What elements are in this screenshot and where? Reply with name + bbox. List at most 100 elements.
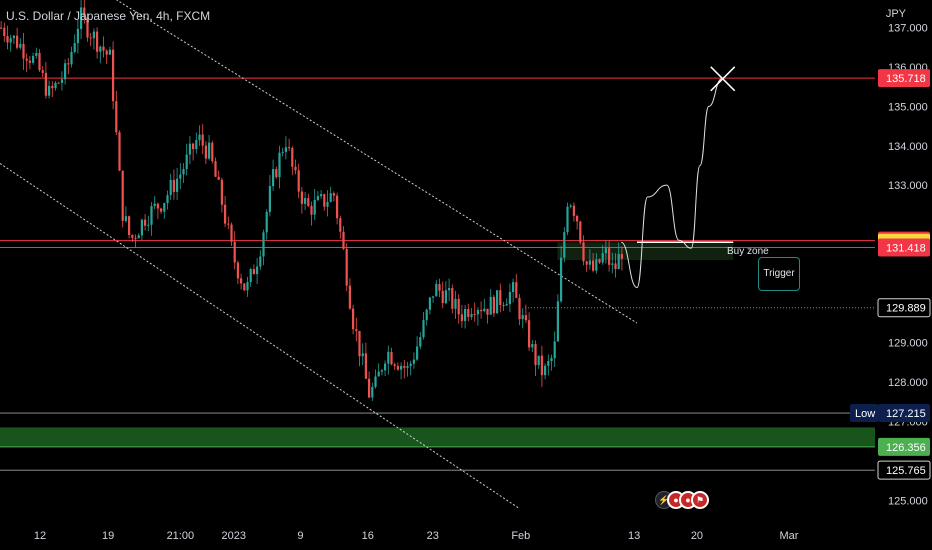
- candle-body: [364, 353, 367, 379]
- candle-body: [521, 315, 524, 320]
- candle-body: [393, 364, 396, 367]
- candle-body: [6, 36, 9, 43]
- candle-body: [28, 60, 31, 63]
- candle: [140, 218, 143, 241]
- candle: [179, 163, 182, 190]
- candle-body: [163, 203, 166, 212]
- candle-body: [41, 70, 44, 73]
- candle: [230, 222, 233, 246]
- candle-body: [304, 198, 307, 204]
- candle: [515, 273, 518, 299]
- candle: [358, 330, 361, 367]
- price-axis: [876, 0, 932, 550]
- candle-body: [400, 366, 403, 370]
- candle: [249, 267, 252, 287]
- candle-body: [348, 285, 351, 309]
- candle: [377, 363, 380, 377]
- candle: [51, 81, 54, 98]
- candle-body: [435, 283, 438, 297]
- candle-body: [89, 37, 92, 39]
- y-tick-label: 128.000: [888, 377, 928, 389]
- x-tick-label: 9: [297, 530, 303, 542]
- candle-body: [0, 27, 3, 29]
- candle: [502, 302, 505, 312]
- candle-body: [512, 282, 515, 292]
- candle-body: [83, 7, 86, 18]
- candle: [403, 359, 406, 379]
- candle: [531, 339, 534, 352]
- candle-body: [192, 143, 195, 150]
- candle-body: [316, 196, 319, 200]
- price-label: 125.765: [877, 460, 931, 480]
- candle-body: [208, 142, 211, 159]
- candle: [518, 294, 521, 326]
- trigger-label-box[interactable]: Trigger: [758, 257, 800, 291]
- candle: [16, 27, 19, 50]
- candle-body: [19, 43, 22, 48]
- candle-body: [368, 378, 371, 398]
- price-label-text: 127.215: [886, 408, 926, 420]
- candle-body: [12, 35, 15, 39]
- candle: [342, 225, 345, 251]
- candle: [9, 34, 12, 52]
- candle: [432, 296, 435, 303]
- candle: [57, 81, 60, 84]
- candle: [265, 209, 268, 240]
- candle-body: [572, 205, 575, 216]
- x-tick-label: Feb: [511, 530, 530, 542]
- candle-body: [185, 154, 188, 170]
- candle-body: [355, 329, 358, 331]
- candle-body: [259, 256, 262, 267]
- candle: [396, 362, 399, 371]
- candle: [464, 304, 467, 329]
- candle: [121, 170, 124, 228]
- candle: [435, 280, 438, 297]
- candle: [137, 233, 140, 239]
- candle-body: [51, 85, 54, 89]
- candle-body: [371, 386, 374, 398]
- candle: [400, 362, 403, 380]
- candle: [131, 234, 134, 243]
- candle: [524, 304, 527, 323]
- candle-body: [182, 169, 185, 175]
- candle-body: [153, 203, 156, 207]
- candle: [272, 159, 275, 191]
- candle-body: [377, 371, 380, 377]
- candle: [512, 278, 515, 303]
- candle-body: [547, 361, 550, 366]
- candle: [153, 196, 156, 210]
- candle: [294, 159, 297, 175]
- candle: [240, 273, 243, 290]
- candle: [374, 369, 377, 389]
- candle: [112, 41, 115, 110]
- candle: [105, 49, 108, 65]
- candle-body: [249, 269, 252, 283]
- flag-icon[interactable]: ⚑: [691, 491, 709, 509]
- candle: [569, 203, 572, 209]
- candle: [124, 206, 127, 223]
- candle: [579, 220, 582, 245]
- candle-body: [620, 253, 623, 259]
- candle-body: [486, 308, 489, 315]
- candle: [224, 196, 227, 228]
- target-marker: [710, 66, 736, 92]
- candle-body: [425, 309, 428, 321]
- candle: [83, 0, 86, 24]
- candle: [60, 71, 63, 91]
- candle: [176, 167, 179, 200]
- candle: [160, 207, 163, 214]
- candle-body: [44, 72, 47, 96]
- candle: [3, 22, 6, 42]
- candle-body: [457, 298, 460, 315]
- candle: [563, 226, 566, 263]
- candle: [64, 59, 67, 85]
- candle-body: [297, 170, 300, 192]
- candle-body: [524, 315, 527, 321]
- candle: [550, 354, 553, 371]
- candle: [496, 290, 499, 314]
- candle: [620, 246, 623, 271]
- price-label-text: 131.418: [886, 242, 926, 254]
- candle-body: [361, 353, 364, 357]
- candle-body: [505, 304, 508, 306]
